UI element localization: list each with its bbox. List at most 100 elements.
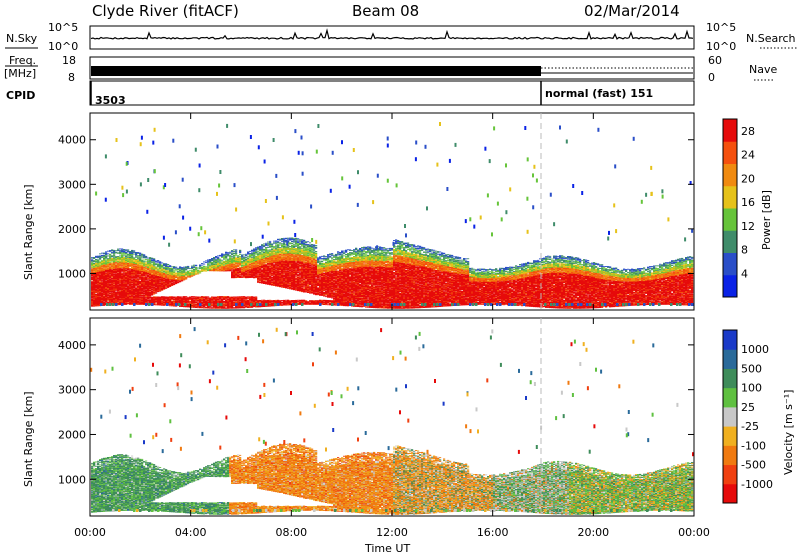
power-echo-cell bbox=[93, 281, 96, 282]
power-echo-cell bbox=[129, 264, 132, 266]
power-echo-cell bbox=[113, 273, 116, 275]
power-echo-cell bbox=[101, 255, 104, 257]
power-echo-cell bbox=[95, 301, 98, 303]
power-echo-cell bbox=[131, 267, 134, 268]
power-echo-cell bbox=[113, 264, 116, 266]
power-echo-cell bbox=[105, 274, 108, 276]
power-echo-cell bbox=[121, 293, 124, 295]
power-echo-cell bbox=[125, 271, 128, 273]
power-echo-cell bbox=[231, 253, 234, 255]
power-echo-cell bbox=[141, 296, 144, 298]
power-echo-cell bbox=[99, 271, 102, 272]
power-echo-cell bbox=[107, 298, 110, 300]
power-echo-cell bbox=[141, 276, 144, 278]
power-echo-cell bbox=[143, 292, 146, 294]
power-echo-cell bbox=[113, 294, 116, 296]
power-echo-cell bbox=[115, 281, 118, 283]
power-echo-cell bbox=[127, 258, 130, 260]
power-echo-cell bbox=[109, 250, 112, 251]
power-echo-cell bbox=[145, 269, 148, 271]
power-echo-cell bbox=[97, 259, 100, 261]
power-echo-cell bbox=[113, 293, 116, 295]
power-echo-cell bbox=[115, 294, 118, 296]
cpid-label: CPID bbox=[6, 89, 35, 102]
freq-tick-bottom: 8 bbox=[68, 71, 75, 84]
power-echo-cell bbox=[99, 300, 102, 302]
power-echo-cell bbox=[109, 295, 112, 296]
power-echo-cell bbox=[133, 288, 136, 290]
power-echo-cell bbox=[115, 256, 118, 258]
power-echo-cell bbox=[103, 283, 106, 284]
power-echo-cell bbox=[125, 291, 128, 293]
power-echo-cell bbox=[103, 289, 106, 291]
power-echo-cell bbox=[119, 271, 122, 273]
power-echo-cell bbox=[171, 268, 174, 269]
power-echo-cell bbox=[213, 296, 216, 298]
power-echo-cell bbox=[121, 257, 124, 259]
power-echo-cell bbox=[103, 270, 106, 272]
power-echo-cell bbox=[137, 271, 140, 273]
power-echo-cell bbox=[97, 255, 100, 257]
power-echo-cell bbox=[99, 281, 102, 283]
power-echo-cell bbox=[111, 295, 114, 297]
power-echo-cell bbox=[131, 261, 134, 263]
power-echo-cell bbox=[97, 299, 100, 301]
power-echo-cell bbox=[103, 259, 106, 260]
power-echo-cell bbox=[101, 298, 104, 300]
power-echo-cell bbox=[133, 290, 136, 292]
power-echo-cell bbox=[129, 297, 132, 299]
power-echo-cell bbox=[125, 260, 128, 261]
power-echo-cell bbox=[121, 279, 124, 280]
power-echo-cell bbox=[131, 270, 134, 272]
power-echo-cell bbox=[171, 266, 174, 268]
power-echo-cell bbox=[163, 270, 166, 272]
power-echo-cell bbox=[103, 298, 106, 300]
power-echo-cell bbox=[99, 265, 102, 267]
power-echo-cell bbox=[91, 297, 94, 299]
power-echo-cell bbox=[115, 279, 118, 281]
power-echo-cell bbox=[135, 291, 138, 292]
power-echo-cell bbox=[113, 299, 116, 300]
power-echo-cell bbox=[105, 295, 108, 297]
power-echo-cell bbox=[123, 280, 126, 282]
power-echo-cell bbox=[231, 265, 234, 267]
power-echo-cell bbox=[93, 293, 96, 295]
power-echo-cell bbox=[113, 265, 116, 267]
power-echo-cell bbox=[149, 263, 152, 264]
power-echo-cell bbox=[101, 286, 104, 288]
power-echo-cell bbox=[129, 256, 132, 258]
power-echo-cell bbox=[93, 299, 96, 301]
power-echo-cell bbox=[97, 297, 100, 299]
power-echo-cell bbox=[111, 302, 114, 304]
power-echo-cell bbox=[101, 285, 104, 287]
power-echo-cell bbox=[127, 301, 130, 303]
power-echo-cell bbox=[111, 293, 114, 295]
power-echo-cell bbox=[117, 299, 120, 301]
power-echo-cell bbox=[103, 266, 106, 268]
power-echo-cell bbox=[239, 254, 242, 255]
power-echo-cell bbox=[127, 299, 130, 300]
power-echo-cell bbox=[233, 307, 236, 309]
power-echo-cell bbox=[107, 273, 110, 275]
power-echo-cell bbox=[161, 271, 164, 273]
power-echo-cell bbox=[111, 289, 114, 290]
power-echo-cell bbox=[95, 305, 98, 306]
power-echo-cell bbox=[113, 269, 116, 270]
power-echo-cell bbox=[125, 260, 128, 262]
power-echo-cell bbox=[121, 285, 124, 287]
power-echo-cell bbox=[137, 279, 140, 281]
power-echo-cell bbox=[123, 267, 126, 269]
power-echo-cell bbox=[95, 271, 98, 273]
power-echo-cell bbox=[131, 282, 134, 283]
power-echo-cell bbox=[115, 285, 118, 286]
power-echo-cell bbox=[131, 253, 134, 254]
power-echo-cell bbox=[133, 286, 136, 288]
power-echo-cell bbox=[99, 258, 102, 260]
power-echo-cell bbox=[125, 285, 128, 287]
power-echo-cell bbox=[131, 288, 134, 290]
power-echo-cell bbox=[113, 252, 116, 254]
power-echo-cell bbox=[125, 275, 128, 276]
power-echo-cell bbox=[99, 267, 102, 269]
power-echo-cell bbox=[113, 256, 116, 258]
power-echo-cell bbox=[181, 297, 184, 299]
